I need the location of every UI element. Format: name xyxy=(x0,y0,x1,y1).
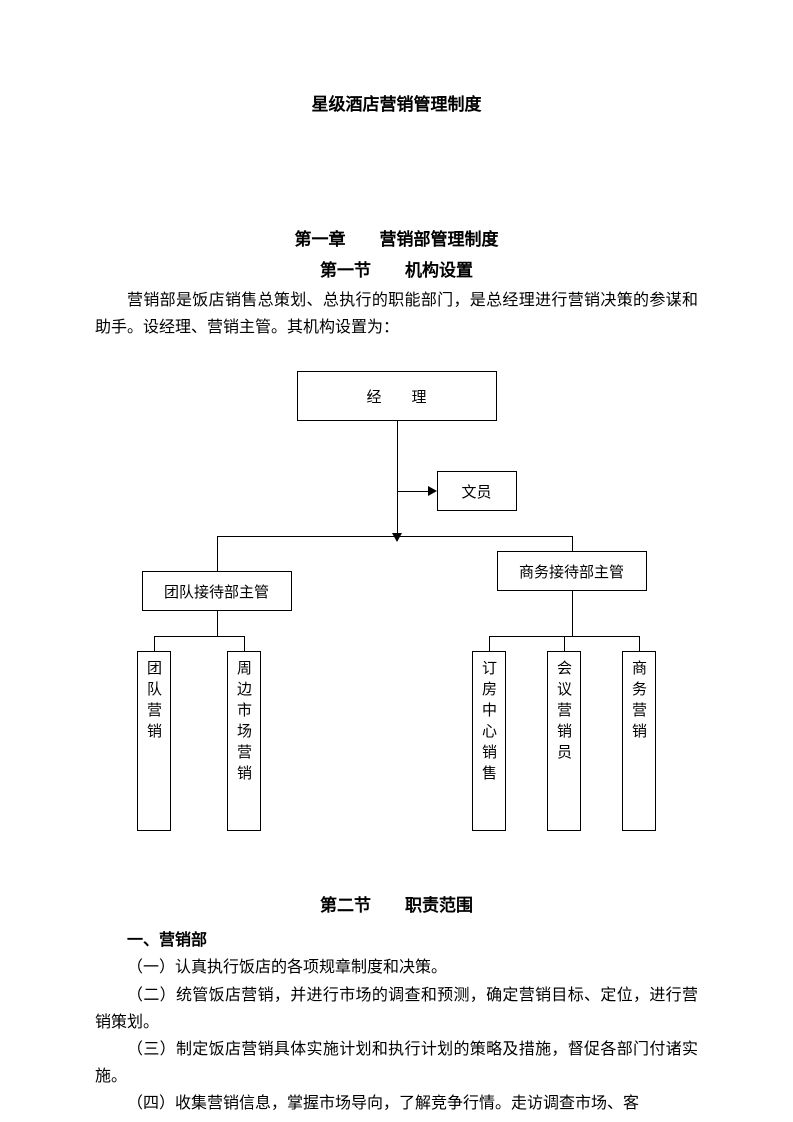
connector xyxy=(154,636,155,651)
connector xyxy=(217,611,218,636)
chapter-heading-1: 第一章 营销部管理制度 xyxy=(95,225,698,250)
node-business-marketing: 商务营销 xyxy=(622,651,656,831)
node-local-marketing: 周边市场营销 xyxy=(227,651,261,831)
duty-item-4: （四）收集营销信息，掌握市场导向，了解竞争行情。走访调查市场、客 xyxy=(95,1090,698,1117)
document-title: 星级酒店营销管理制度 xyxy=(95,90,698,115)
node-team-supervisor: 团队接待部主管 xyxy=(142,571,292,611)
connector xyxy=(489,636,490,651)
duty-item-3: （三）制定饭店营销具体实施计划和执行计划的策略及措施，督促各部门付诸实施。 xyxy=(95,1036,698,1090)
connector xyxy=(639,636,640,651)
arrow-icon xyxy=(392,533,402,542)
node-team-marketing: 团队营销 xyxy=(137,651,171,831)
duty-item-1: （一）认真执行饭店的各项规章制度和决策。 xyxy=(95,954,698,981)
node-manager: 经 理 xyxy=(297,371,497,421)
arrow-icon xyxy=(428,486,437,496)
node-meeting-marketing: 会议营销员 xyxy=(547,651,581,831)
org-chart: 经 理 文员 团队接待部主管 商务接待部主管 团队营销 周边市场营销 订房中心销… xyxy=(117,371,677,851)
section-heading-2: 第二节 职责范围 xyxy=(95,891,698,916)
duty-item-2: （二）统管饭店营销，并进行市场的调查和预测，确定营销目标、定位，进行营销策划。 xyxy=(95,982,698,1036)
section-heading-1: 第一节 机构设置 xyxy=(95,256,698,281)
connector xyxy=(217,536,572,537)
connector xyxy=(572,536,573,551)
connector xyxy=(397,491,428,492)
connector xyxy=(397,421,398,536)
connector xyxy=(244,636,245,651)
node-reservation-sales: 订房中心销售 xyxy=(472,651,506,831)
dept-heading: 一、营销部 xyxy=(95,926,698,950)
connector xyxy=(217,536,218,571)
connector xyxy=(572,591,573,636)
intro-paragraph: 营销部是饭店销售总策划、总执行的职能部门，是总经理进行营销决策的参谋和助手。设经… xyxy=(95,287,698,341)
connector xyxy=(564,636,565,651)
node-clerk: 文员 xyxy=(437,471,517,511)
node-business-supervisor: 商务接待部主管 xyxy=(497,551,647,591)
connector xyxy=(154,636,244,637)
